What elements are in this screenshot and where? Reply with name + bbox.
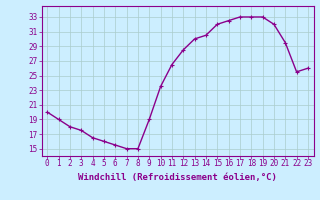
X-axis label: Windchill (Refroidissement éolien,°C): Windchill (Refroidissement éolien,°C) <box>78 173 277 182</box>
